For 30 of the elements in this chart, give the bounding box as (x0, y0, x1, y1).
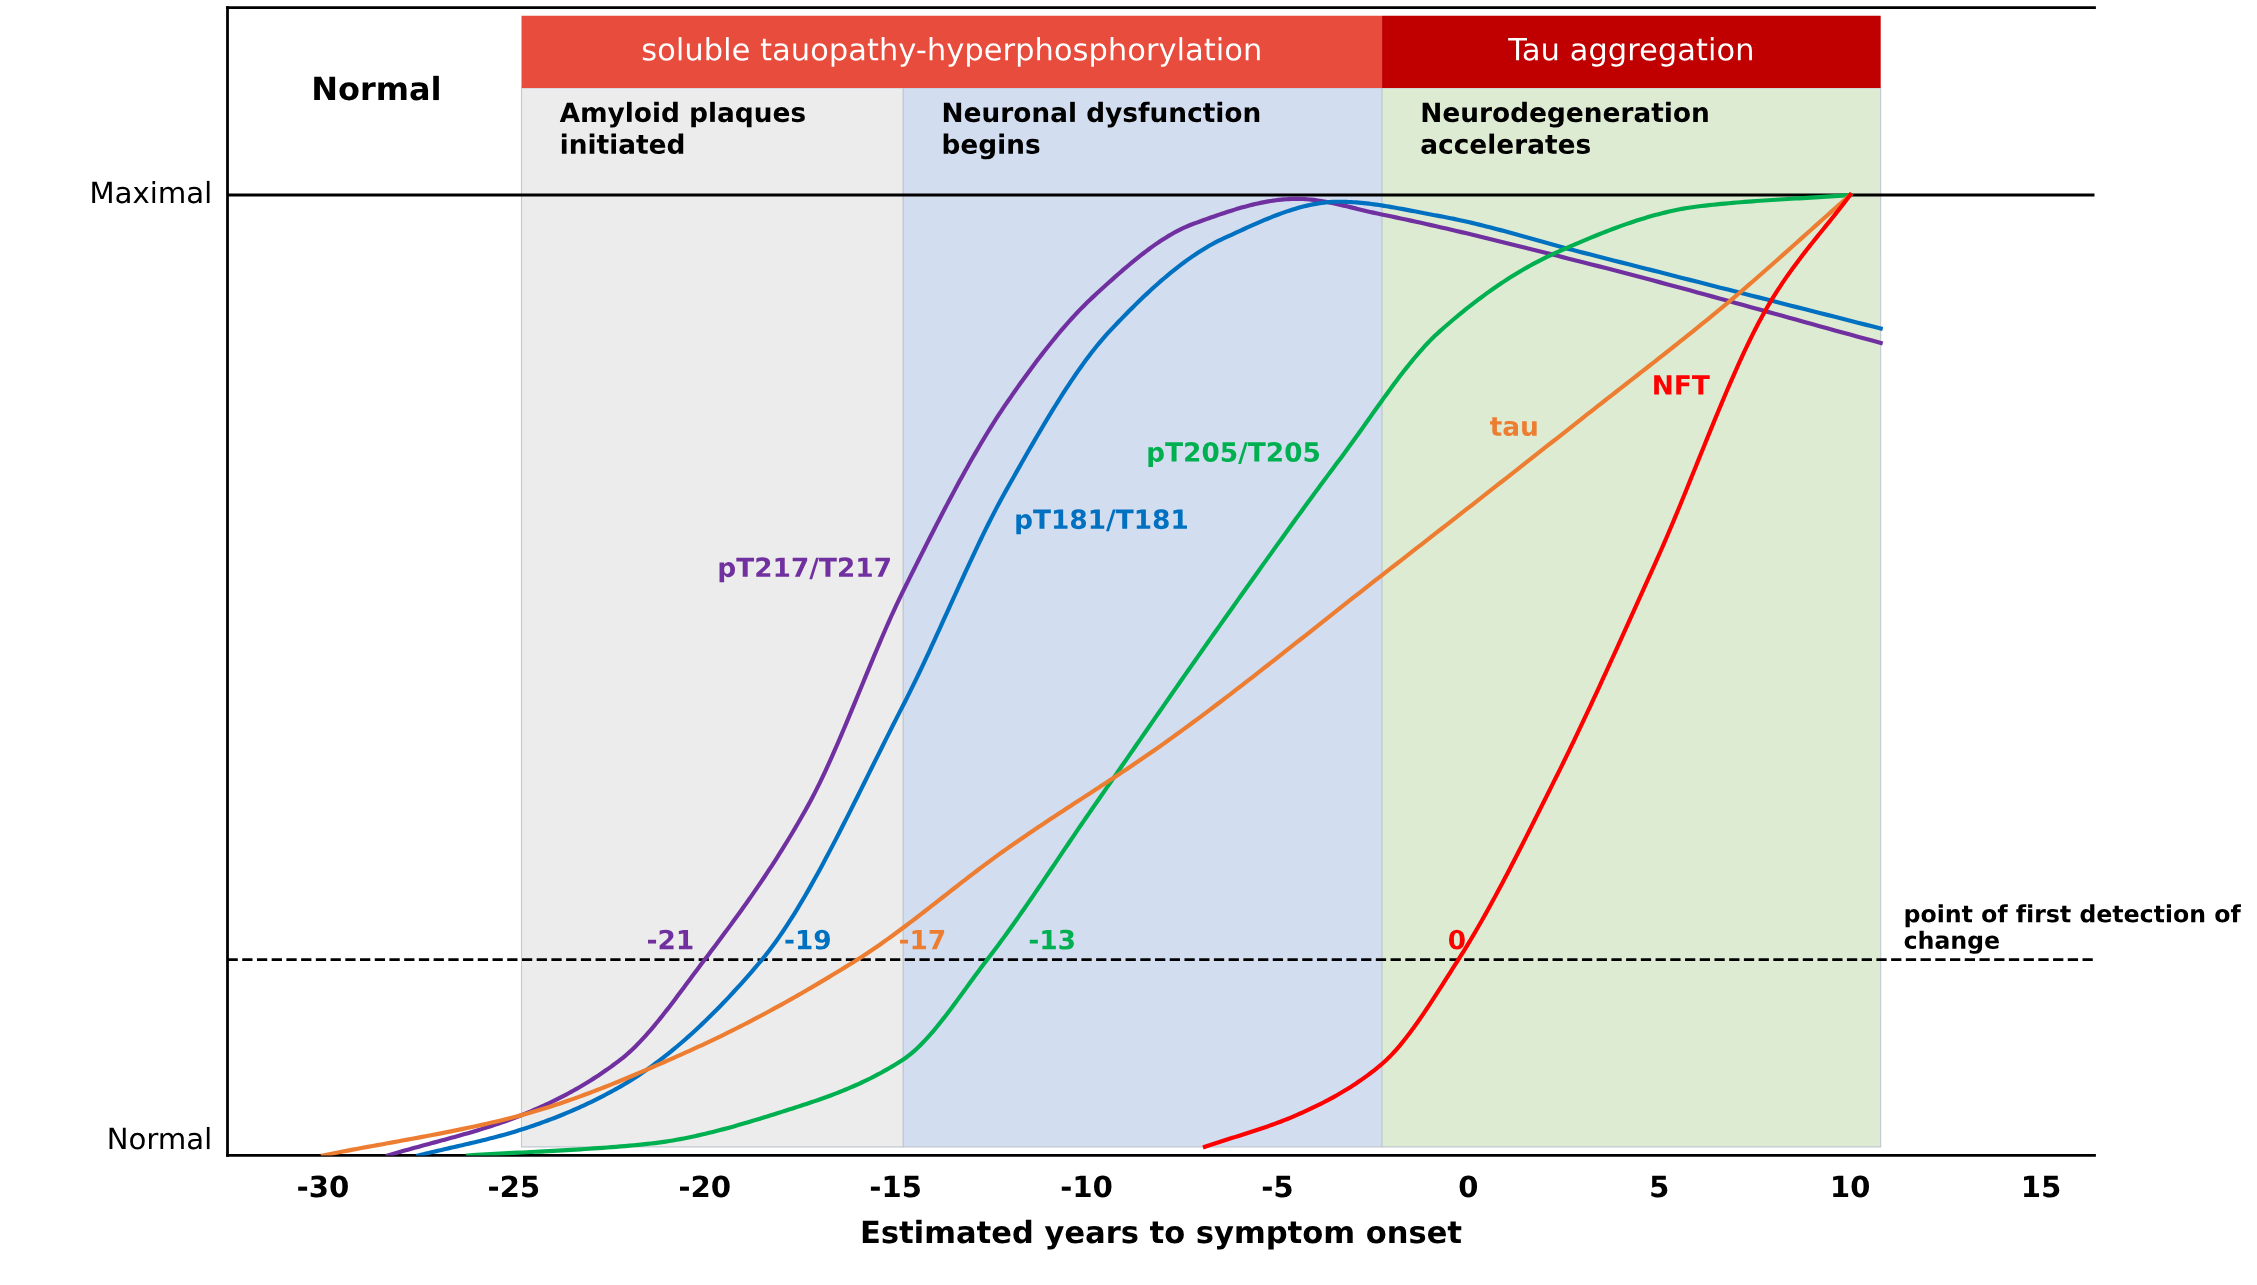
annotation: -21 (647, 929, 693, 950)
annotation: -13 (1029, 929, 1074, 950)
annotation: 0 (1448, 929, 1465, 950)
x-tick-label: -25 (489, 1175, 539, 1198)
x-tick-label: -5 (1262, 1175, 1292, 1198)
series-label: tau (1489, 417, 1537, 437)
x-tick-label: 5 (1651, 1175, 1668, 1198)
band-label: Amyloid plaques initiated (559, 101, 805, 155)
annotation: -19 (785, 929, 830, 950)
band-label: Neurodegeneration accelerates (1421, 101, 1708, 155)
x-tick-label: -10 (1061, 1175, 1112, 1198)
text: Maximal (92, 180, 210, 204)
x-tick-label: -15 (870, 1175, 920, 1198)
x-tick-label: 10 (1833, 1175, 1870, 1198)
series-label: pT181/T181 (1016, 509, 1187, 535)
annotation: -17 (899, 930, 945, 950)
x-tick-label: -30 (298, 1175, 348, 1198)
text: Normal (314, 75, 439, 101)
x-axis-title: Estimated years to symptom onset (862, 1219, 1462, 1250)
x-tick-label: 15 (2024, 1175, 2060, 1198)
ref-line-label: point of first detection of change (1904, 904, 2241, 954)
x-tick-label: 0 (1459, 1175, 1478, 1198)
series-label: NFT (1654, 375, 1710, 395)
text: Normal (109, 1126, 210, 1150)
band-label: Neuronal dysfunction begins (943, 101, 1260, 160)
x-tick-label: -20 (679, 1175, 730, 1198)
text: Tau aggregation (1508, 37, 1752, 67)
series-label: pT205/T205 (1148, 442, 1320, 468)
text: soluble tauopathy-hyperphosphorylation (642, 37, 1260, 67)
series-label: pT217/T217 (719, 557, 890, 583)
